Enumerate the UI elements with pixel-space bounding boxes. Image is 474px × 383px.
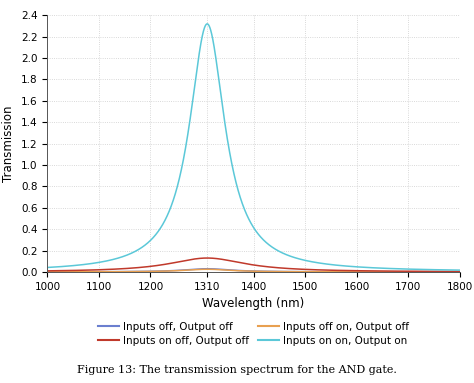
Inputs on on, Output on [65, 264, 71, 268]
Inputs on on, Output on [45, 265, 50, 270]
Inputs on on, Output on [194, 69, 200, 74]
Inputs off on, Output off [457, 270, 463, 274]
Inputs on off, Output off [65, 268, 71, 273]
Inputs off, Output off [457, 270, 463, 274]
Inputs on on, Output on [289, 254, 294, 259]
Text: Figure 13: The transmission spectrum for the AND gate.: Figure 13: The transmission spectrum for… [77, 365, 397, 375]
Inputs on off, Output off [194, 256, 200, 261]
Inputs off, Output off [289, 269, 294, 274]
Inputs on off, Output off [204, 256, 210, 260]
Inputs on on, Output on [350, 264, 356, 269]
Inputs off, Output off [350, 270, 356, 274]
Legend: Inputs off, Output off, Inputs on off, Output off, Inputs off on, Output off, In: Inputs off, Output off, Inputs on off, O… [99, 322, 409, 346]
Inputs off on, Output off [307, 270, 312, 274]
Line: Inputs on on, Output on: Inputs on on, Output on [47, 24, 460, 270]
Inputs off on, Output off [350, 270, 356, 274]
Inputs on off, Output off [289, 267, 294, 271]
X-axis label: Wavelength (nm): Wavelength (nm) [202, 297, 305, 310]
Line: Inputs off on, Output off: Inputs off on, Output off [47, 269, 460, 272]
Y-axis label: Transmission: Transmission [2, 105, 16, 182]
Inputs on off, Output off [45, 268, 50, 273]
Inputs on off, Output off [350, 268, 356, 273]
Inputs off, Output off [204, 267, 210, 271]
Inputs off on, Output off [65, 270, 71, 274]
Inputs off on, Output off [204, 267, 210, 272]
Inputs off on, Output off [289, 269, 294, 274]
Inputs off on, Output off [373, 270, 378, 274]
Inputs off, Output off [65, 270, 71, 274]
Inputs on on, Output on [307, 259, 312, 264]
Inputs off on, Output off [194, 267, 200, 272]
Inputs on on, Output on [457, 268, 463, 272]
Inputs on off, Output off [457, 269, 463, 274]
Inputs on on, Output on [204, 21, 210, 26]
Line: Inputs on off, Output off: Inputs on off, Output off [47, 258, 460, 272]
Inputs on off, Output off [307, 267, 312, 272]
Inputs on on, Output on [373, 265, 378, 270]
Line: Inputs off, Output off: Inputs off, Output off [47, 269, 460, 272]
Inputs off on, Output off [45, 270, 50, 274]
Inputs off, Output off [373, 270, 378, 274]
Inputs off, Output off [45, 270, 50, 274]
Inputs on off, Output off [373, 268, 378, 273]
Inputs off, Output off [307, 269, 312, 274]
Inputs off, Output off [194, 267, 200, 272]
